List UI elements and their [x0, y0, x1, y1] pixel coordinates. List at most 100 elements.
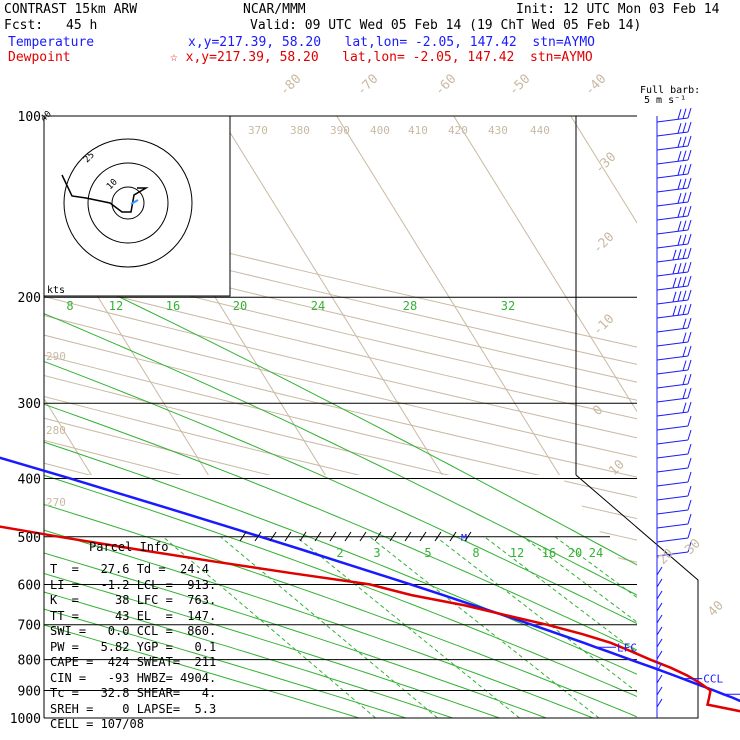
mixing-ratio-line [162, 536, 376, 718]
wind-barb [656, 275, 692, 291]
dry-adiabat [44, 116, 637, 718]
hodograph-units: kts [47, 285, 65, 296]
wind-barb [656, 401, 692, 417]
wind-barb [656, 345, 692, 361]
wind-barb-flag [687, 205, 692, 217]
wind-barb-flag [682, 290, 687, 301]
wind-barb-flag [682, 318, 687, 329]
wind-barb [656, 135, 692, 151]
theta-label: 410 [408, 124, 428, 137]
wind-barb-flag [682, 374, 687, 385]
wind-barb [656, 387, 692, 403]
wind-barb [656, 578, 663, 588]
wind-barb [656, 485, 692, 501]
wind-barb-shaft [656, 425, 689, 431]
wind-barb [656, 674, 663, 684]
hatch-mark [449, 531, 457, 542]
hatch-mark [374, 531, 382, 542]
wind-barb-flag [687, 401, 692, 413]
wind-barb [656, 177, 692, 193]
pressure-label: 500 [18, 531, 41, 546]
parcel-info-line: CAPE = 424 SWEAT= 211 [50, 655, 217, 669]
wind-barb-flag [682, 136, 687, 147]
wind-barb [656, 443, 692, 459]
dewpoint-legend-label: Dewpoint [8, 50, 71, 65]
isotherm-line [688, 116, 740, 718]
hatch-mark [419, 531, 427, 542]
wind-barb-shaft [656, 299, 689, 305]
wind-barb [656, 289, 692, 305]
hatch-mark [344, 531, 352, 542]
theta-label: 280 [46, 424, 66, 437]
wind-barb-shaft [656, 495, 689, 501]
dry-adiabat [44, 116, 637, 718]
parcel-info-line: LI = -1.2 LCL = 913. [50, 577, 217, 592]
moist-adiabat [44, 296, 453, 718]
wind-barb [656, 541, 692, 557]
wind-barb-shaft [656, 229, 689, 235]
wind-barb-shaft [656, 271, 689, 277]
wind-barb-flag [687, 247, 692, 259]
wind-barb-flag [682, 220, 687, 231]
wind-barb [656, 471, 692, 487]
wind-barb [656, 163, 692, 179]
wind-barb-flag [682, 276, 687, 287]
dewpoint-line [0, 525, 740, 713]
wind-barb [656, 205, 692, 221]
wind-barb-flag [682, 122, 687, 133]
wind-barb-flag [687, 107, 692, 119]
hatch-mark [329, 531, 337, 542]
wind-barb-shaft [656, 523, 689, 529]
wind-barb-flag [677, 123, 682, 134]
wind-barb [656, 303, 692, 319]
wind-barb [656, 429, 692, 445]
hatch-mark [404, 531, 412, 542]
wind-barb-shaft [656, 117, 689, 123]
isotherm-label: 30 [682, 536, 704, 558]
isotherm-label: -40 [582, 72, 609, 99]
wind-barb-flag [687, 135, 692, 147]
theta-label: 370 [248, 124, 268, 137]
wind-barb-shaft [656, 159, 689, 165]
annotation-m: M [461, 533, 467, 544]
theta-label: 290 [46, 350, 66, 363]
wind-barb-flag [687, 415, 692, 427]
mixing-ratio-line [522, 536, 637, 718]
mixing-ratio-line [220, 536, 438, 718]
wind-barb-flag [682, 332, 687, 343]
hodograph-box [43, 115, 231, 297]
wind-barb [656, 261, 692, 277]
wind-barb [656, 191, 692, 207]
parcel-info-line: CELL = 107/08 [50, 717, 144, 731]
wind-barb-flag [687, 513, 692, 525]
hatch-mark [389, 531, 397, 542]
wind-barb-flag [682, 346, 687, 357]
forecast-hour: 45 h [66, 18, 98, 33]
dry-adiabat [44, 116, 637, 718]
wind-barb-flag [687, 499, 692, 511]
wind-barb-flag [677, 235, 682, 246]
wind-barb-flag [687, 121, 692, 133]
moist-adiabat [44, 296, 360, 718]
wind-barb [656, 626, 663, 636]
barb-key-label: Full barb: [640, 85, 701, 96]
wind-barb-shaft [656, 509, 689, 515]
hatch-mark [239, 531, 247, 542]
wind-barb-shaft [656, 131, 689, 137]
isotherm-label: 40 [705, 598, 727, 620]
mixing-ratio-line [554, 536, 637, 718]
wind-barb [656, 638, 663, 648]
wind-barb-flag [687, 233, 692, 245]
wind-barb-flag [682, 108, 687, 119]
dry-adiabat [44, 116, 637, 718]
pressure-label: 700 [18, 619, 41, 634]
wind-barb-flag [687, 359, 692, 371]
wind-barb [656, 121, 692, 137]
wind-barb [656, 602, 663, 612]
annotation-lfc: LFC [617, 641, 637, 654]
parcel-info-line: TT = 43 EL = 147. [50, 608, 217, 623]
wind-barb-flag [687, 331, 692, 343]
wind-barb-flag [682, 178, 687, 189]
isotherm-label: -50 [506, 72, 533, 99]
isotherm-line [453, 116, 637, 718]
